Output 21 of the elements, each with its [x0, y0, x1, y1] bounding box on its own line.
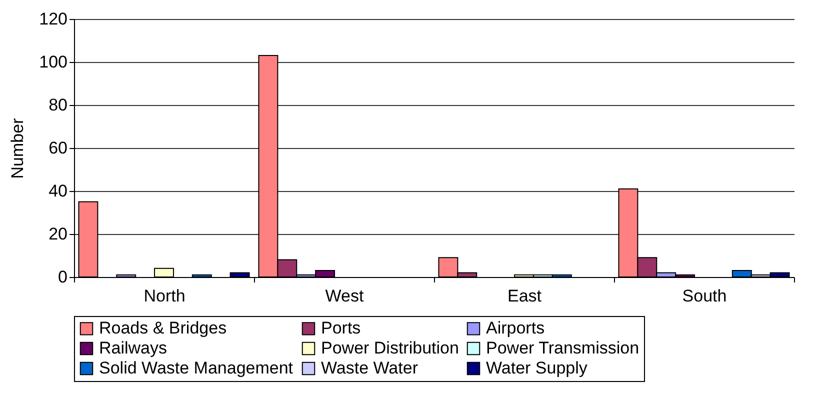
y-axis-title: Number [8, 118, 28, 179]
y-tick-label: 60 [48, 138, 68, 158]
legend-label: Railways [99, 338, 168, 358]
x-tick-label: East [507, 286, 542, 306]
legend-label: Waste Water [321, 358, 418, 378]
x-tick-label: North [144, 286, 186, 306]
y-tick-label: 120 [39, 10, 68, 28]
y-tick-label: 0 [58, 268, 68, 286]
y-tick-label: 100 [39, 52, 68, 72]
y-tick-label: 20 [48, 224, 68, 244]
legend-label: Ports [321, 318, 361, 338]
legend-label: Water Supply [486, 358, 588, 378]
legend-label: Roads & Bridges [99, 318, 227, 338]
legend-label: Airports [486, 318, 545, 338]
legend-label: Solid Waste Management [99, 358, 294, 378]
y-tick-label: 40 [48, 182, 68, 200]
y-tick-label: 80 [48, 96, 68, 114]
x-tick-label: West [325, 286, 364, 306]
legend-label: Power Distribution [321, 338, 459, 358]
legend-label: Power Transmission [486, 338, 640, 358]
x-tick-label: South [682, 286, 727, 306]
